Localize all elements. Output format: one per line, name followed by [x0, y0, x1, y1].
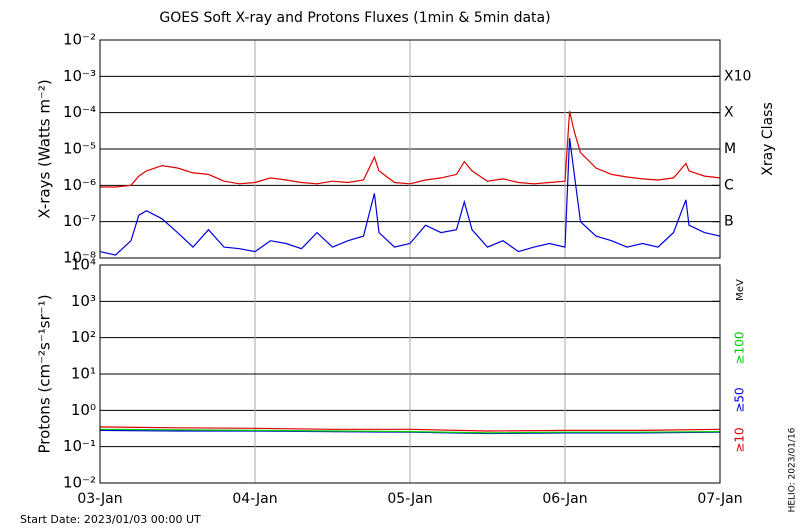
- x-tick-label: 05-Jan: [387, 491, 432, 507]
- start-date: Start Date: 2023/01/03 00:00 UT: [20, 513, 201, 526]
- y2-tick-label: B: [724, 214, 734, 230]
- y-tick-label: 10⁻⁷: [63, 212, 96, 230]
- legend-label: ≥50: [733, 387, 747, 412]
- series-line: [99, 428, 721, 434]
- legend-label: ≥100: [733, 332, 747, 365]
- y-tick-label: 10³: [71, 292, 96, 310]
- x-tick-label: 04-Jan: [232, 491, 277, 507]
- y2-tick-label: X: [724, 105, 734, 121]
- y-axis-label: Protons (cm⁻²s⁻¹sr⁻¹): [36, 294, 54, 453]
- y-tick-label: 10⁴: [71, 256, 96, 274]
- plot-frame: [99, 39, 721, 259]
- y-tick-label: 10⁻⁴: [63, 103, 96, 121]
- chart-title: GOES Soft X-ray and Protons Fluxes (1min…: [159, 10, 550, 26]
- y-tick-label: 10⁻³: [63, 67, 96, 85]
- y-tick-label: 10⁻⁶: [63, 176, 96, 194]
- credit: HELIO: 2023/01/16: [788, 427, 798, 512]
- y-tick-label: 10⁻²: [63, 31, 96, 49]
- series-line: [99, 426, 721, 432]
- y2-axis-label: Xray Class: [760, 102, 776, 176]
- series-line: [100, 111, 721, 188]
- x-tick-label: 06-Jan: [542, 491, 587, 507]
- y-tick-label: 10⁻¹: [63, 437, 96, 455]
- y-tick-label: 10²: [71, 328, 96, 346]
- legend-unit: MeV: [735, 279, 746, 301]
- legend-label: ≥10: [733, 427, 747, 452]
- y2-tick-label: C: [724, 177, 734, 193]
- y2-tick-label: X10: [724, 68, 751, 84]
- y-axis-label: X-rays (Watts m⁻²): [36, 79, 54, 218]
- y-tick-label: 10¹: [71, 365, 96, 383]
- y-tick-label: 10⁰: [71, 401, 96, 419]
- y-tick-label: 10⁻²: [63, 474, 96, 492]
- plot-frame: [99, 264, 721, 484]
- x-tick-label: 03-Jan: [77, 491, 122, 507]
- y2-tick-label: M: [724, 141, 736, 157]
- y-tick-label: 10⁻⁸: [63, 249, 96, 267]
- x-tick-label: 07-Jan: [697, 491, 742, 507]
- series-line: [99, 138, 721, 256]
- y-tick-label: 10⁻⁵: [63, 140, 96, 158]
